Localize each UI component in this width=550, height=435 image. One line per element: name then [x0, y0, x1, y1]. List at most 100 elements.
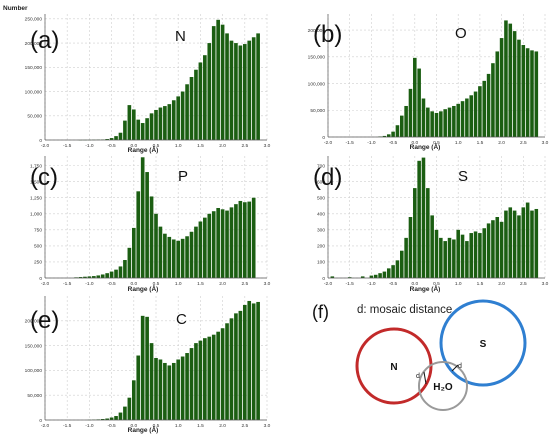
y-tick-label: 750	[34, 228, 42, 234]
y-tick-label: 0	[39, 138, 42, 144]
x-tick-label: 3.0	[264, 423, 271, 429]
element-label: N	[175, 28, 186, 45]
bar	[180, 91, 185, 140]
x-tick-label: -1.0	[367, 281, 376, 287]
bar	[369, 275, 374, 278]
bar	[105, 418, 109, 420]
bar	[131, 227, 136, 278]
y-tick-label: 1,500	[30, 179, 42, 185]
bar	[163, 362, 167, 420]
bar	[176, 240, 181, 278]
bar	[251, 197, 256, 278]
x-tick-label: 1.0	[175, 143, 182, 149]
bar	[460, 101, 465, 137]
bar	[508, 207, 513, 278]
s-circle	[439, 299, 527, 387]
y-tick-label: 250,000	[25, 17, 43, 23]
bar	[180, 238, 185, 278]
x-tick-label: 0.0	[411, 281, 418, 287]
bar	[404, 105, 408, 137]
x-axis-title: Range (Å)	[128, 425, 159, 434]
bar	[242, 304, 247, 420]
bar	[452, 105, 456, 137]
bar	[534, 208, 539, 278]
bar	[158, 359, 163, 420]
bar	[189, 231, 194, 278]
bar	[180, 356, 185, 420]
bar	[216, 19, 220, 140]
bar	[504, 20, 508, 138]
bar	[512, 210, 517, 278]
bar	[251, 37, 256, 141]
x-tick-label: 1.0	[455, 140, 462, 146]
bar	[100, 274, 105, 278]
diagram-caption: d: mosaic distance	[357, 304, 452, 316]
x-tick-label: -0.5	[107, 281, 116, 287]
bar	[421, 157, 426, 278]
x-tick-label: 3.0	[264, 281, 271, 287]
n-circle-label: N	[390, 362, 397, 373]
bar	[198, 221, 203, 278]
bar	[238, 45, 243, 140]
bar	[203, 338, 207, 420]
y-tick-label: 100,000	[25, 368, 43, 374]
y-tick-label: 0	[39, 418, 42, 424]
bar	[87, 276, 92, 278]
bar	[185, 353, 189, 420]
y-tick-label: 300	[317, 228, 325, 234]
bar	[118, 132, 123, 140]
bar	[127, 105, 132, 140]
bar	[247, 201, 252, 278]
bar	[495, 51, 500, 137]
bar	[194, 343, 198, 420]
bar	[517, 215, 521, 278]
bar	[434, 229, 439, 278]
bar	[238, 200, 243, 278]
y-tick-label: 50,000	[27, 114, 42, 120]
x-tick-label: -1.5	[63, 423, 72, 429]
bar	[386, 268, 391, 278]
x-tick-label: -1.0	[85, 281, 94, 287]
element-label: P	[178, 168, 188, 185]
bar	[460, 234, 465, 278]
bar	[185, 84, 189, 140]
bar	[176, 96, 181, 140]
x-tick-label: 0.5	[153, 143, 160, 149]
x-tick-label: -1.5	[346, 281, 355, 287]
bar	[145, 172, 149, 278]
h2o-circle-label: H₂O	[433, 382, 453, 393]
bar	[109, 138, 114, 140]
x-tick-label: -1.5	[63, 143, 72, 149]
x-tick-label: 2.5	[520, 281, 527, 287]
bar	[171, 239, 176, 278]
bar	[508, 23, 513, 138]
bar	[443, 241, 447, 278]
x-tick-label: 1.5	[197, 423, 204, 429]
bar	[145, 118, 149, 140]
bar	[400, 250, 404, 278]
bar	[330, 276, 335, 278]
bar	[469, 95, 473, 137]
bar	[256, 301, 260, 420]
x-tick-label: -2.0	[324, 140, 333, 146]
bar	[521, 207, 526, 278]
bar	[220, 24, 225, 141]
bar	[185, 236, 189, 278]
bar	[207, 43, 212, 141]
x-tick-label: 1.5	[197, 143, 204, 149]
panel-label: (c)	[30, 164, 58, 191]
bar	[118, 412, 123, 420]
bar	[469, 233, 473, 278]
bar	[127, 397, 132, 420]
bar	[426, 188, 430, 278]
bar	[176, 359, 181, 420]
x-tick-label: 2.5	[241, 423, 248, 429]
y-tick-label: 0	[39, 276, 42, 282]
x-tick-label: 1.5	[477, 140, 484, 146]
panel-c-chart: -2.0 -1.5 -1.0 -0.5 0.0 0.5 1.0 1.5 2.0 2.5 3.0 0 25…	[30, 156, 271, 293]
bar	[247, 300, 252, 420]
y-tick-label: 500	[317, 196, 325, 202]
element-label: C	[176, 311, 187, 328]
bar	[105, 139, 109, 140]
bar	[417, 68, 421, 137]
